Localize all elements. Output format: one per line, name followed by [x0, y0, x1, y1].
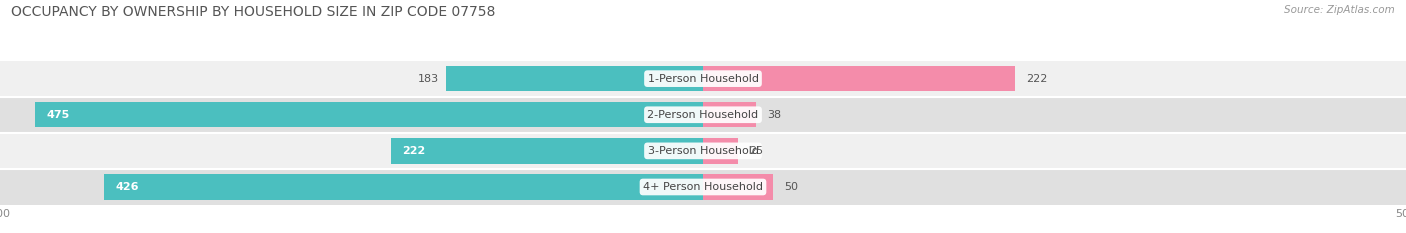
Text: 222: 222: [1026, 74, 1047, 84]
Text: 183: 183: [418, 74, 439, 84]
Text: 3-Person Household: 3-Person Household: [648, 146, 758, 156]
Bar: [703, 138, 738, 164]
Text: Source: ZipAtlas.com: Source: ZipAtlas.com: [1284, 5, 1395, 15]
Bar: [703, 66, 1015, 91]
Bar: [703, 102, 756, 127]
Bar: [35, 102, 703, 127]
Text: 25: 25: [749, 146, 763, 156]
Text: 38: 38: [768, 110, 782, 120]
Text: 222: 222: [402, 146, 426, 156]
Bar: [0, 97, 1406, 133]
Text: OCCUPANCY BY OWNERSHIP BY HOUSEHOLD SIZE IN ZIP CODE 07758: OCCUPANCY BY OWNERSHIP BY HOUSEHOLD SIZE…: [11, 5, 496, 19]
Bar: [0, 169, 1406, 205]
Text: 1-Person Household: 1-Person Household: [648, 74, 758, 84]
Bar: [391, 138, 703, 164]
Bar: [0, 61, 1406, 97]
Bar: [104, 174, 703, 200]
Text: 475: 475: [46, 110, 70, 120]
Bar: [0, 133, 1406, 169]
Text: 426: 426: [115, 182, 139, 192]
Text: 50: 50: [785, 182, 799, 192]
Bar: [446, 66, 703, 91]
Text: 2-Person Household: 2-Person Household: [647, 110, 759, 120]
Text: 4+ Person Household: 4+ Person Household: [643, 182, 763, 192]
Bar: [703, 174, 773, 200]
